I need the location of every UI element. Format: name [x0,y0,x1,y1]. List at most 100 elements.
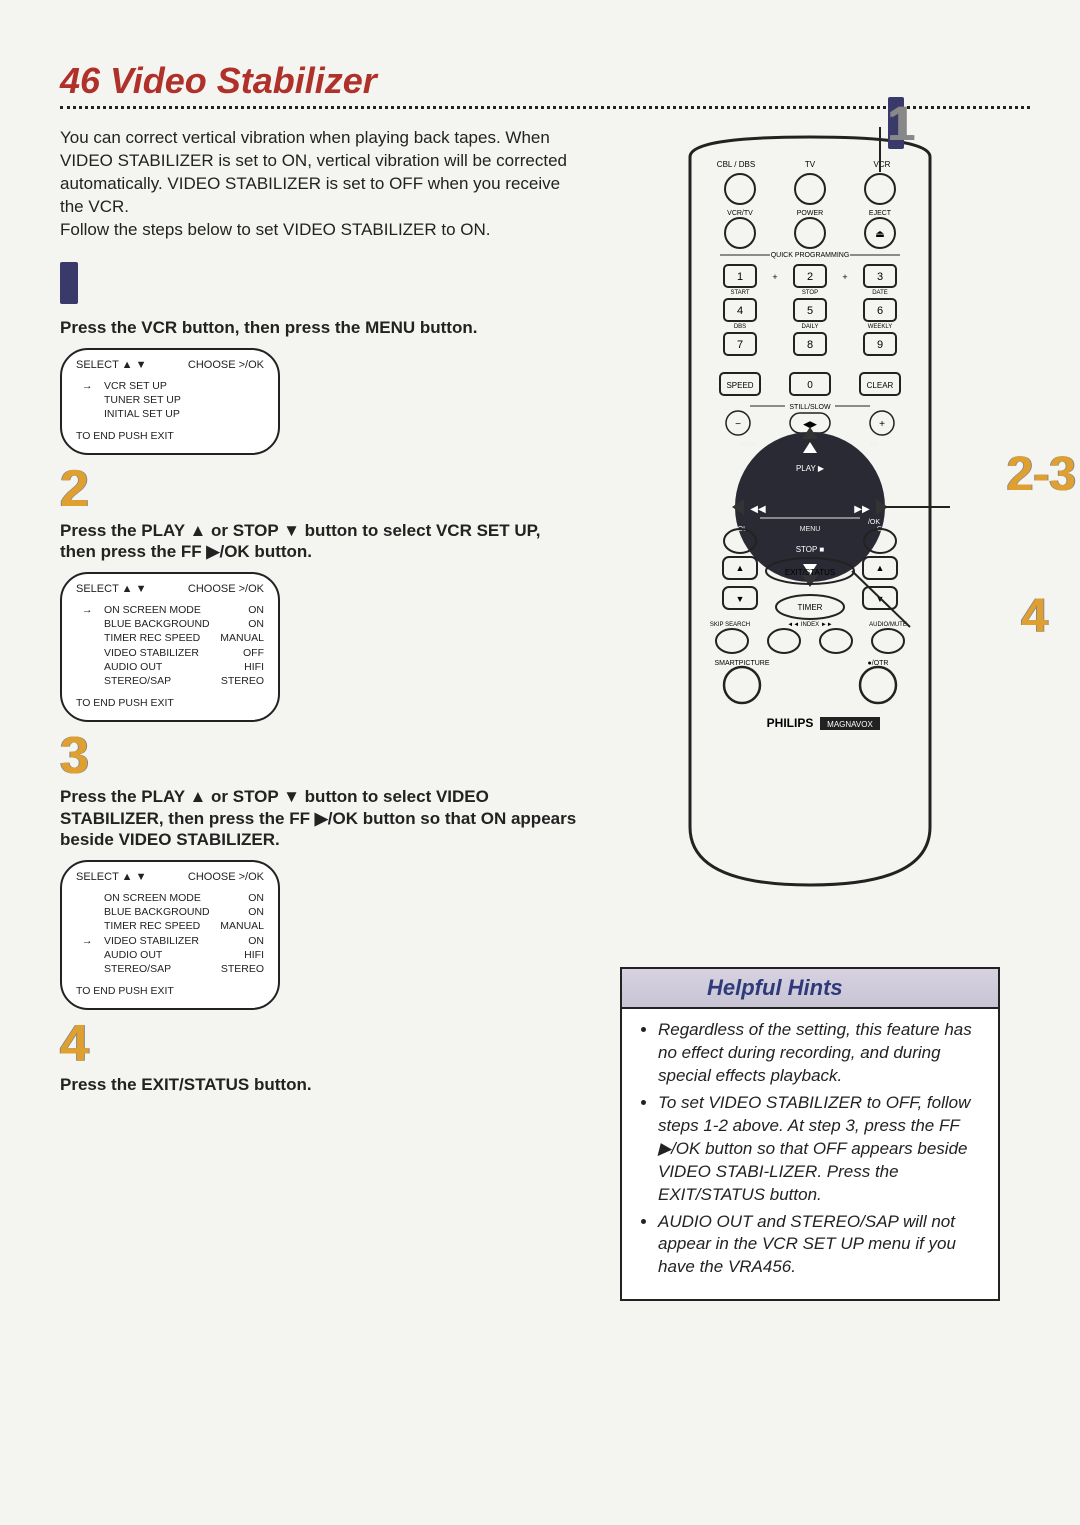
svg-text:REW: REW [740,442,757,449]
osd-row: AUDIO OUTHIFI [82,948,264,962]
callout-4: 4 [1021,589,1048,644]
osd-label: VIDEO STABILIZER [104,646,235,660]
svg-text:FF: FF [869,442,878,449]
remote-svg: CBL / DBS TV VCR ⏏ VCR/TV POWER EJECT QU… [620,127,1000,887]
osd-label: AUDIO OUT [104,660,236,674]
osd-arrow: → [82,934,96,948]
svg-text:QUICK PROGRAMMING: QUICK PROGRAMMING [771,252,850,259]
osd-value: STEREO [221,674,264,688]
remote-diagram: CBL / DBS TV VCR ⏏ VCR/TV POWER EJECT QU… [620,127,1000,887]
osd-label: INITIAL SET UP [104,407,256,421]
osd-row: TUNER SET UP [82,393,264,407]
svg-text:DAILY: DAILY [802,324,819,330]
osd-value: ON [248,617,264,631]
osd-header-left: SELECT ▲ ▼ [76,870,146,885]
osd-footer: TO END PUSH EXIT [76,429,264,443]
intro-text: You can correct vertical vibration when … [60,127,580,242]
osd-footer: TO END PUSH EXIT [76,984,264,998]
step-block-1: Press the VCR button, then press the MEN… [60,262,580,456]
svg-text:◀◀: ◀◀ [750,504,766,515]
svg-text:SPEED: SPEED [726,381,753,390]
osd-row: STEREO/SAPSTEREO [82,674,264,688]
right-column: CBL / DBS TV VCR ⏏ VCR/TV POWER EJECT QU… [620,127,1030,1301]
osd-row: STEREO/SAPSTEREO [82,962,264,976]
osd-arrow [82,919,96,933]
svg-text:▲: ▲ [736,563,745,573]
helpful-hints-box: Helpful Hints Regardless of the setting,… [620,967,1000,1301]
osd-arrow [82,674,96,688]
svg-text:PLAY ▶: PLAY ▶ [796,464,825,473]
callout-2-3: 2-3 [1007,447,1076,502]
svg-text:SMARTPICTURE: SMARTPICTURE [714,660,769,667]
osd-value: HIFI [244,660,264,674]
osd-header-left: SELECT ▲ ▼ [76,582,146,597]
osd-header-right: CHOOSE >/OK [188,870,264,885]
svg-text:DBS: DBS [734,324,746,330]
svg-text:STOP ■: STOP ■ [796,545,825,554]
svg-text:EJECT: EJECT [869,210,892,217]
osd-row: BLUE BACKGROUND ON [82,617,264,631]
osd-header-left: SELECT ▲ ▼ [76,358,146,373]
svg-text:DATE: DATE [872,290,888,296]
osd-label: ON SCREEN MODE [104,891,240,905]
svg-text:6: 6 [877,305,883,317]
osd-value: ON [248,603,264,617]
osd-row: → VIDEO STABILIZER ON [82,934,264,948]
hint-item: To set VIDEO STABILIZER to OFF, follow s… [658,1092,982,1207]
step-heading: Press the PLAY ▲ or STOP ▼ button to sel… [60,520,580,563]
svg-text:START: START [730,290,749,296]
osd-row: AUDIO OUT HIFI [82,660,264,674]
step-number [60,262,78,304]
osd-header-right: CHOOSE >/OK [188,358,264,373]
callout-1: 1 [888,97,904,149]
svg-text:▼: ▼ [736,594,745,604]
osd-value: MANUAL [220,919,264,933]
hint-item: AUDIO OUT and STEREO/SAP will not appear… [658,1211,982,1280]
svg-text:▶▶: ▶▶ [854,504,870,515]
osd-value: STEREO [221,962,264,976]
left-column: You can correct vertical vibration when … [60,127,580,1301]
osd-label: BLUE BACKGROUND [104,617,240,631]
osd-box: SELECT ▲ ▼CHOOSE >/OK→ON SCREEN MODEONBL… [60,572,280,722]
svg-text:+: + [842,272,847,282]
osd-row: BLUE BACKGROUNDON [82,905,264,919]
dotted-rule [60,106,1030,109]
svg-text:CBL / DBS: CBL / DBS [717,160,755,169]
svg-text:+: + [772,272,777,282]
osd-row: INITIAL SET UP [82,407,264,421]
svg-text:SKIP SEARCH: SKIP SEARCH [710,622,750,628]
osd-value: ON [248,905,264,919]
svg-text:3: 3 [877,271,883,283]
osd-arrow [82,905,96,919]
hints-body: Regardless of the setting, this feature … [622,1009,998,1299]
osd-arrow [82,646,96,660]
osd-row: →ON SCREEN MODEON [82,603,264,617]
svg-text:WEEKLY: WEEKLY [868,324,893,330]
step-number: 3 [60,734,89,778]
svg-text:8: 8 [807,339,813,351]
svg-text:CLEAR: CLEAR [867,381,894,390]
osd-value: ON [248,934,264,948]
osd-label: TIMER REC SPEED [104,919,212,933]
svg-text:MAGNAVOX: MAGNAVOX [827,720,873,729]
svg-text:1: 1 [737,271,743,283]
osd-row: →VCR SET UP [82,379,264,393]
osd-arrow [82,891,96,905]
svg-text:▲: ▲ [876,563,885,573]
osd-label: TUNER SET UP [104,393,256,407]
osd-arrow [82,393,96,407]
svg-text:5: 5 [807,305,813,317]
page-number: 46 [60,60,100,102]
svg-text:0: 0 [807,380,813,391]
osd-row: TIMER REC SPEEDMANUAL [82,631,264,645]
svg-text:⏏: ⏏ [875,229,884,240]
step-number: 2 [60,467,89,511]
osd-label: VIDEO STABILIZER [104,934,240,948]
svg-text:+: + [879,419,885,430]
osd-row: ON SCREEN MODEON [82,891,264,905]
osd-arrow [82,962,96,976]
step-number: 4 [60,1022,89,1066]
step-block-4: 4Press the EXIT/STATUS button. [60,1022,580,1095]
svg-text:VCR: VCR [874,160,891,169]
svg-text:POWER: POWER [797,210,823,217]
